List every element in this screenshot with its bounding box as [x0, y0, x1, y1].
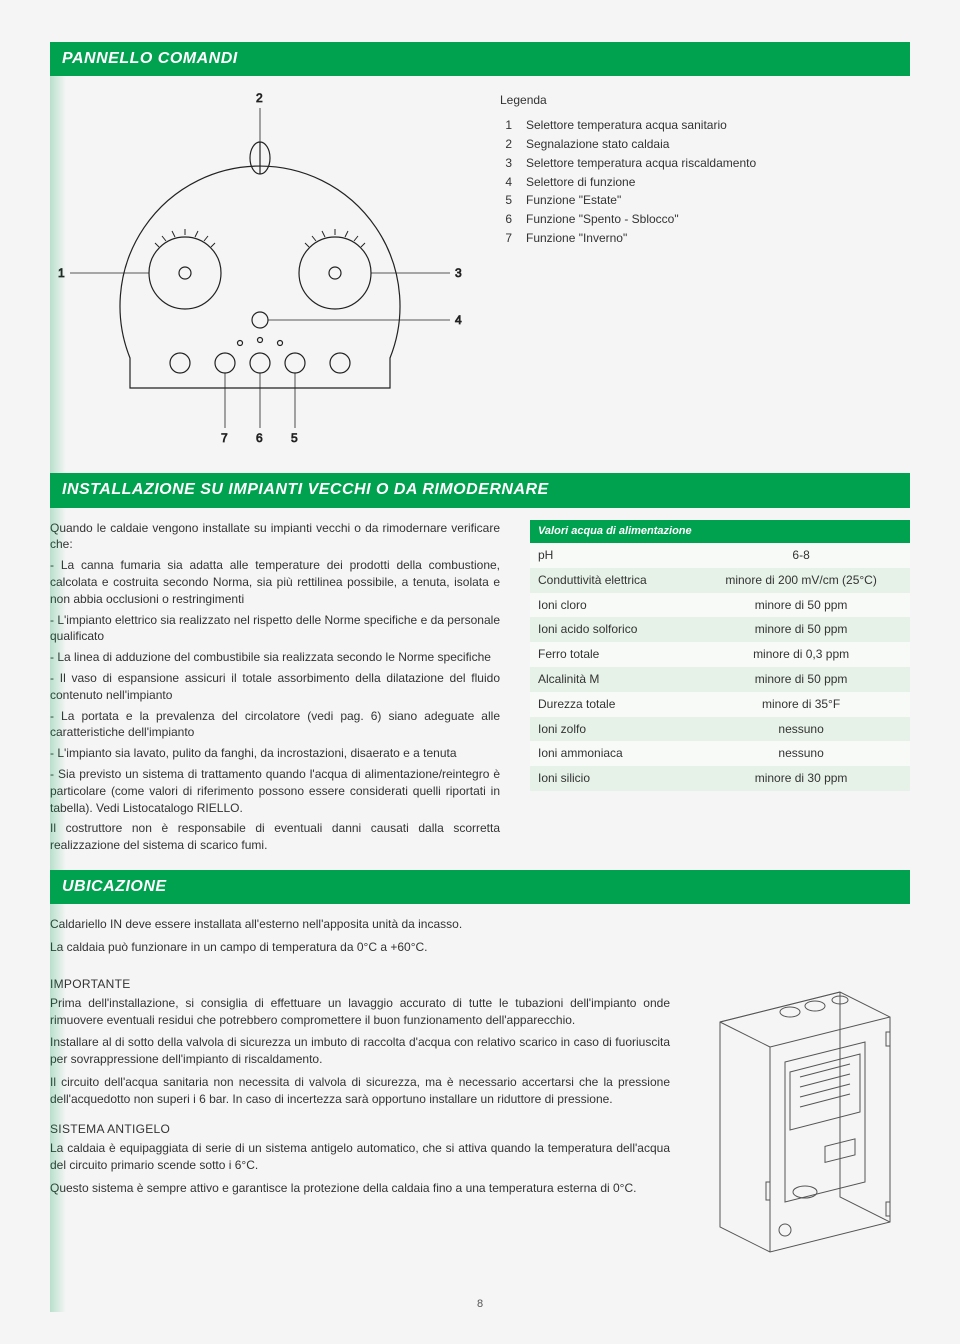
imp-1: Prima dell'installazione, si consiglia d… — [50, 995, 670, 1029]
callout-6: 6 — [256, 431, 263, 445]
legend-title: Legenda — [500, 92, 910, 109]
legend-item: 6Funzione "Spento - Sblocco" — [500, 211, 910, 228]
table-row: Alcalinità Mminore di 50 ppm — [530, 667, 910, 692]
page-number: 8 — [50, 1297, 910, 1312]
imp-3: Il circuito dell'acqua sanitaria non nec… — [50, 1074, 670, 1108]
section-title-ubic: UBICAZIONE — [50, 870, 910, 904]
imp-2: Installare al di sotto della valvola di … — [50, 1034, 670, 1068]
callout-7: 7 — [221, 431, 228, 445]
install-bullet: - Il vaso di espansione assicuri il tota… — [50, 670, 500, 704]
legend-item: 3Selettore temperatura acqua riscaldamen… — [500, 155, 910, 172]
legend-item: 1Selettore temperatura acqua sanitario — [500, 117, 910, 134]
install-bullet: - La linea di adduzione del combustibile… — [50, 649, 500, 666]
heading-antigelo: SISTEMA ANTIGELO — [50, 1121, 670, 1138]
ubic-p1: Caldariello IN deve essere installata al… — [50, 916, 910, 933]
anti-2: Questo sistema è sempre attivo e garanti… — [50, 1180, 670, 1197]
legend-list: 1Selettore temperatura acqua sanitario 2S… — [500, 117, 910, 247]
section-title-panel: PANNELLO COMANDI — [50, 42, 910, 76]
table-row: Ioni clorominore di 50 ppm — [530, 593, 910, 618]
install-bullet: - La portata e la prevalenza del circola… — [50, 708, 500, 742]
anti-1: La caldaia è equipaggiata di serie di un… — [50, 1140, 670, 1174]
install-bullet: - L'impianto elettrico sia realizzato ne… — [50, 612, 500, 646]
heading-importante: IMPORTANTE — [50, 976, 670, 993]
callout-3: 3 — [455, 266, 462, 280]
section-title-install: INSTALLAZIONE SU IMPIANTI VECCHI O DA RI… — [50, 473, 910, 507]
table-row: pH6-8 — [530, 543, 910, 568]
install-text: Quando le caldaie vengono installate su … — [50, 520, 500, 858]
ubic-p2: La caldaia può funzionare in un campo di… — [50, 939, 910, 956]
callout-1: 1 — [58, 266, 65, 280]
table-row: Conduttività elettricaminore di 200 mV/c… — [530, 568, 910, 593]
install-bullet: - L'impianto sia lavato, pulito da fangh… — [50, 745, 500, 762]
legend-item: 7Funzione "Inverno" — [500, 230, 910, 247]
boiler-illustration — [690, 962, 910, 1267]
callout-2: 2 — [256, 91, 263, 105]
callout-5: 5 — [291, 431, 298, 445]
legend-item: 5Funzione "Estate" — [500, 192, 910, 209]
table-row: Durezza totaleminore di 35°F — [530, 692, 910, 717]
install-bullet: - La canna fumaria sia adatta alle tempe… — [50, 557, 500, 607]
install-bullet: - Sia previsto un sistema di trattamento… — [50, 766, 500, 816]
water-values-table: Valori acqua di alimentazione pH6-8Condu… — [530, 520, 910, 791]
control-panel-diagram: 1 2 3 4 5 6 7 — [50, 88, 470, 453]
table-row: Ioni acido solforicominore di 50 ppm — [530, 617, 910, 642]
legend-item: 2Segnalazione stato caldaia — [500, 136, 910, 153]
table-row: Ferro totaleminore di 0,3 ppm — [530, 642, 910, 667]
table-row: Ioni siliciominore di 30 ppm — [530, 766, 910, 791]
panel-svg: 1 2 3 4 5 6 7 — [50, 88, 470, 448]
table-row: Ioni zolfonessuno — [530, 717, 910, 742]
callout-4: 4 — [455, 313, 462, 327]
table-row: Ioni ammoniacanessuno — [530, 741, 910, 766]
legend-item: 4Selettore di funzione — [500, 174, 910, 191]
